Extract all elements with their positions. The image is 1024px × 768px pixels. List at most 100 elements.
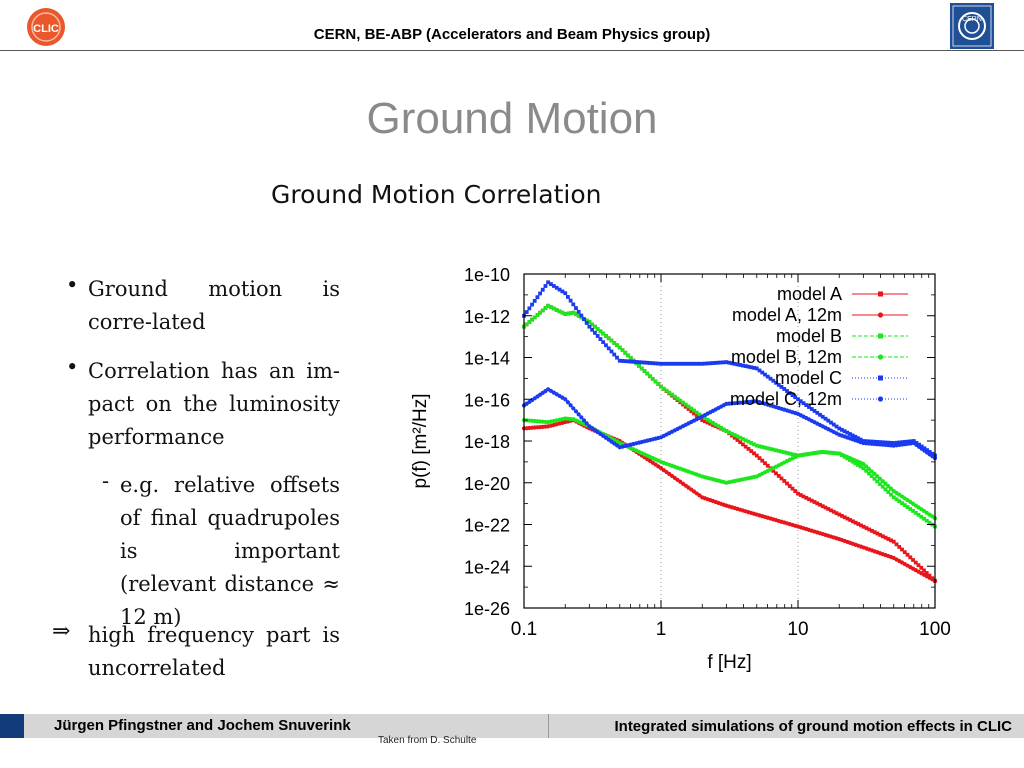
data-point: [530, 317, 534, 322]
data-point: [653, 361, 658, 366]
data-point: [927, 450, 932, 454]
data-point: [760, 370, 765, 375]
data-point: [804, 495, 809, 500]
data-point: [883, 440, 888, 445]
data-point: [856, 463, 860, 467]
source-credit: Taken from D. Schulte: [378, 735, 477, 746]
data-point: [798, 399, 803, 404]
data-point: [771, 447, 776, 452]
data-point: [563, 291, 568, 296]
data-point: [796, 397, 800, 402]
data-point: [678, 398, 683, 403]
data-point: [807, 405, 811, 409]
data-point: [771, 378, 776, 383]
data-point: [606, 346, 611, 351]
data-point: [584, 421, 589, 426]
data-point: [642, 369, 647, 373]
data-point: [675, 396, 680, 401]
y-tick-label: 1e-12: [464, 307, 510, 327]
data-point: [776, 449, 781, 453]
data-point: [837, 426, 842, 431]
legend-marker: [878, 375, 883, 381]
data-point: [540, 287, 545, 292]
data-point: [549, 282, 553, 287]
data-point: [911, 558, 915, 562]
data-point: [560, 289, 565, 294]
footer-authors: Jürgen Pfingstner and Jochem Snuverink: [54, 717, 351, 734]
data-point: [872, 530, 877, 535]
data-point: [727, 430, 732, 435]
data-point: [905, 505, 910, 509]
data-point: [612, 341, 617, 345]
data-point: [741, 363, 745, 368]
y-tick-label: 1e-22: [464, 516, 510, 536]
data-point: [888, 486, 894, 491]
data-point: [628, 359, 633, 364]
data-point: [875, 531, 880, 536]
data-point: [866, 439, 871, 444]
data-point: [681, 402, 685, 407]
data-point: [645, 360, 650, 365]
data-point: [741, 442, 745, 447]
data-point: [746, 364, 751, 369]
data-point: [889, 538, 893, 543]
data-point: [535, 313, 540, 317]
data-point: [587, 320, 592, 324]
data-point: [801, 494, 806, 499]
data-point: [900, 501, 904, 506]
data-point: [897, 440, 902, 445]
data-point: [845, 430, 850, 435]
data-point: [620, 359, 625, 363]
legend-marker: [877, 396, 884, 402]
data-point: [729, 361, 734, 366]
data-point: [763, 461, 767, 466]
data-point: [765, 463, 770, 468]
legend-label: model A, 12m: [732, 305, 842, 325]
bullet-marker: •: [66, 273, 79, 297]
data-point: [853, 434, 858, 439]
data-point: [919, 514, 924, 519]
data-point: [634, 360, 639, 364]
data-point: [595, 334, 600, 338]
y-tick-label: 1e-14: [464, 349, 510, 369]
data-point: [530, 302, 534, 307]
data-point: [894, 542, 899, 547]
data-point: [809, 498, 814, 503]
data-point: [617, 345, 622, 350]
data-point: [631, 359, 636, 364]
data-point: [812, 409, 817, 413]
legend-label: model B: [776, 326, 842, 346]
data-point: [683, 404, 688, 409]
legend-marker: [877, 354, 884, 360]
data-point: [891, 539, 896, 544]
data-point: [672, 361, 677, 366]
data-point: [729, 431, 734, 436]
data-point: [880, 440, 885, 445]
data-point: [590, 327, 595, 332]
data-point: [894, 497, 899, 502]
data-point: [664, 388, 669, 393]
header-divider: [0, 50, 1024, 51]
data-point: [568, 298, 573, 303]
data-point: [787, 484, 792, 488]
data-point: [565, 400, 571, 405]
data-point: [670, 361, 674, 366]
data-point: [661, 386, 666, 391]
data-point: [872, 439, 877, 444]
x-tick-label: 10: [787, 619, 808, 640]
data-point: [869, 439, 874, 444]
y-tick-label: 1e-24: [464, 557, 510, 577]
data-point: [659, 384, 663, 389]
data-point: [683, 402, 688, 407]
data-point: [711, 361, 715, 365]
data-point: [612, 352, 617, 357]
data-point: [785, 451, 789, 455]
data-point: [746, 439, 751, 444]
data-point: [609, 338, 614, 343]
data-point: [850, 519, 855, 524]
data-point: [557, 309, 562, 314]
data-point: [648, 374, 652, 379]
data-point: [807, 497, 811, 502]
data-point: [919, 565, 924, 570]
data-point: [886, 490, 891, 494]
